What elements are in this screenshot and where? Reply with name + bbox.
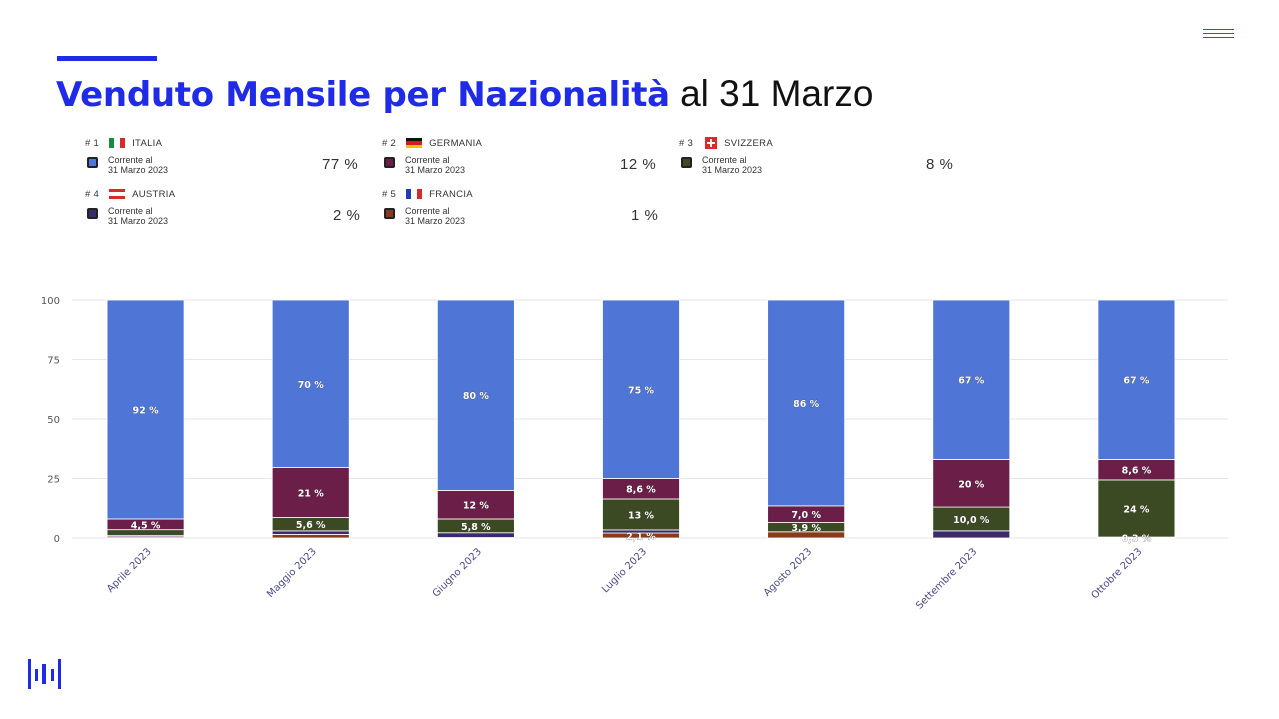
legend-rank: # 4 <box>85 188 100 200</box>
page-title: Venduto Mensile per Nazionalità al 31 Ma… <box>56 72 873 117</box>
chart-svg: 0 25 50 75 100 4,5 % 92 % Aprile 2023 5,6 % 21 % 7… <box>41 296 1228 612</box>
bar-segment <box>932 459 1011 508</box>
bar-segment <box>436 299 515 491</box>
bar-segment <box>271 530 350 535</box>
data-label: 86 % <box>793 399 820 410</box>
data-label: 70 % <box>298 380 325 391</box>
x-tick-label: Giugno 2023 <box>431 546 484 599</box>
data-label: 13 % <box>628 510 655 521</box>
data-label: 24 % <box>1123 504 1150 515</box>
x-tick-label: Ottobre 2023 <box>1089 546 1144 601</box>
legend-swatch <box>87 157 98 168</box>
title-accent-bar <box>57 56 157 61</box>
y-tick-label: 0 <box>54 534 60 545</box>
bar-segment <box>1097 299 1176 460</box>
y-tick-label: 75 <box>47 356 60 367</box>
x-tick-label: Luglio 2023 <box>600 546 649 595</box>
switzerland-flag-icon <box>705 137 718 149</box>
title-bold: Venduto Mensile per Nazionalità <box>56 75 670 115</box>
brand-logo-icon <box>27 657 63 698</box>
y-tick-label: 50 <box>47 415 60 426</box>
bar-segment <box>932 530 1011 539</box>
legend-country: SVIZZERA <box>724 137 773 149</box>
legend-item-svizzera: # 3 SVIZZERA Corrente al 31 Marzo 2023 8 … <box>679 136 953 178</box>
legend-sublabel: Corrente al 31 Marzo 2023 <box>108 206 169 226</box>
legend-item-austria: # 4 AUSTRIA Corrente al 31 Marzo 2023 2 % <box>85 187 360 229</box>
legend-sublabel: Corrente al 31 Marzo 2023 <box>108 155 169 175</box>
bar-segment <box>436 489 515 520</box>
data-label: 21 % <box>298 489 325 500</box>
data-label: 75 % <box>628 385 655 396</box>
germany-flag-icon <box>406 138 423 148</box>
legend-swatch <box>87 208 98 219</box>
data-label: 12 % <box>463 501 490 512</box>
legend-rank: # 1 <box>85 137 100 149</box>
austria-flag-icon <box>109 189 126 199</box>
stacked-bar-chart: 0 25 50 75 100 4,5 % 92 % Aprile 2023 5,6 % 21 % 7… <box>0 280 1250 630</box>
legend-rank: # 3 <box>679 137 694 149</box>
data-label: 67 % <box>958 376 985 387</box>
bar-segment <box>271 299 350 468</box>
data-label: 67 % <box>1123 376 1150 387</box>
legend-country: GERMANIA <box>429 137 483 149</box>
data-label: 3,9 % <box>791 523 821 534</box>
x-tick-label: Aprile 2023 <box>105 546 154 595</box>
bar-segment <box>767 299 846 507</box>
data-label: 4,5 % <box>131 520 161 531</box>
data-label: 5,6 % <box>296 520 326 531</box>
title-rest: al 31 Marzo <box>669 73 874 114</box>
legend-rank: # 2 <box>382 137 397 149</box>
france-flag-icon <box>406 189 423 199</box>
bar-segment <box>602 299 680 479</box>
bar-segment <box>932 299 1011 460</box>
y-tick-label: 25 <box>47 475 60 486</box>
bar-segment <box>1097 479 1176 538</box>
italy-flag-icon <box>109 138 126 148</box>
legend-country: AUSTRIA <box>132 188 176 200</box>
legend-sublabel: Corrente al 31 Marzo 2023 <box>702 155 763 175</box>
data-label: 0,3 % <box>1122 533 1152 544</box>
legend-sublabel: Corrente al 31 Marzo 2023 <box>405 206 466 226</box>
data-label: 2,1 % <box>626 532 656 543</box>
legend-percent: 2 % <box>333 207 361 224</box>
legend-item-germania: # 2 GERMANIA Corrente al 31 Marzo 2023 12… <box>382 136 656 178</box>
data-label: 5,8 % <box>461 522 491 533</box>
data-label: 8,6 % <box>1122 466 1152 477</box>
legend-item-francia: # 5 FRANCIA Corrente al 31 Marzo 2023 1 % <box>382 187 658 229</box>
legend-percent: 77 % <box>322 156 359 173</box>
data-label: 92 % <box>133 405 160 416</box>
data-label: 10,0 % <box>953 515 990 526</box>
x-tick-label: Maggio 2023 <box>265 546 319 600</box>
bar-segment <box>602 498 680 531</box>
bar-segment <box>106 299 185 520</box>
y-tick-label: 100 <box>41 296 60 307</box>
data-label: 8,6 % <box>626 485 656 496</box>
data-label: 80 % <box>463 391 490 402</box>
legend-swatch <box>384 208 395 219</box>
legend-percent: 1 % <box>631 207 659 224</box>
data-label: 20 % <box>958 479 985 490</box>
x-tick-label: Settembre 2023 <box>914 546 979 611</box>
legend-country: ITALIA <box>132 137 163 149</box>
data-label: 7,0 % <box>791 510 821 521</box>
legend-swatch <box>681 157 692 168</box>
legend-percent: 8 % <box>926 156 954 173</box>
legend-sublabel: Corrente al 31 Marzo 2023 <box>405 155 466 175</box>
bar-segment <box>436 532 515 538</box>
bar-segment <box>271 534 350 539</box>
legend-swatch <box>384 157 395 168</box>
legend-item-italia: # 1 ITALIA Corrente al 31 Marzo 2023 77 % <box>85 136 358 178</box>
x-tick-label: Agosto 2023 <box>762 546 814 598</box>
legend-rank: # 5 <box>382 188 397 200</box>
menu-icon[interactable] <box>1203 29 1234 39</box>
legend-percent: 12 % <box>620 156 657 173</box>
legend-country: FRANCIA <box>429 188 473 200</box>
